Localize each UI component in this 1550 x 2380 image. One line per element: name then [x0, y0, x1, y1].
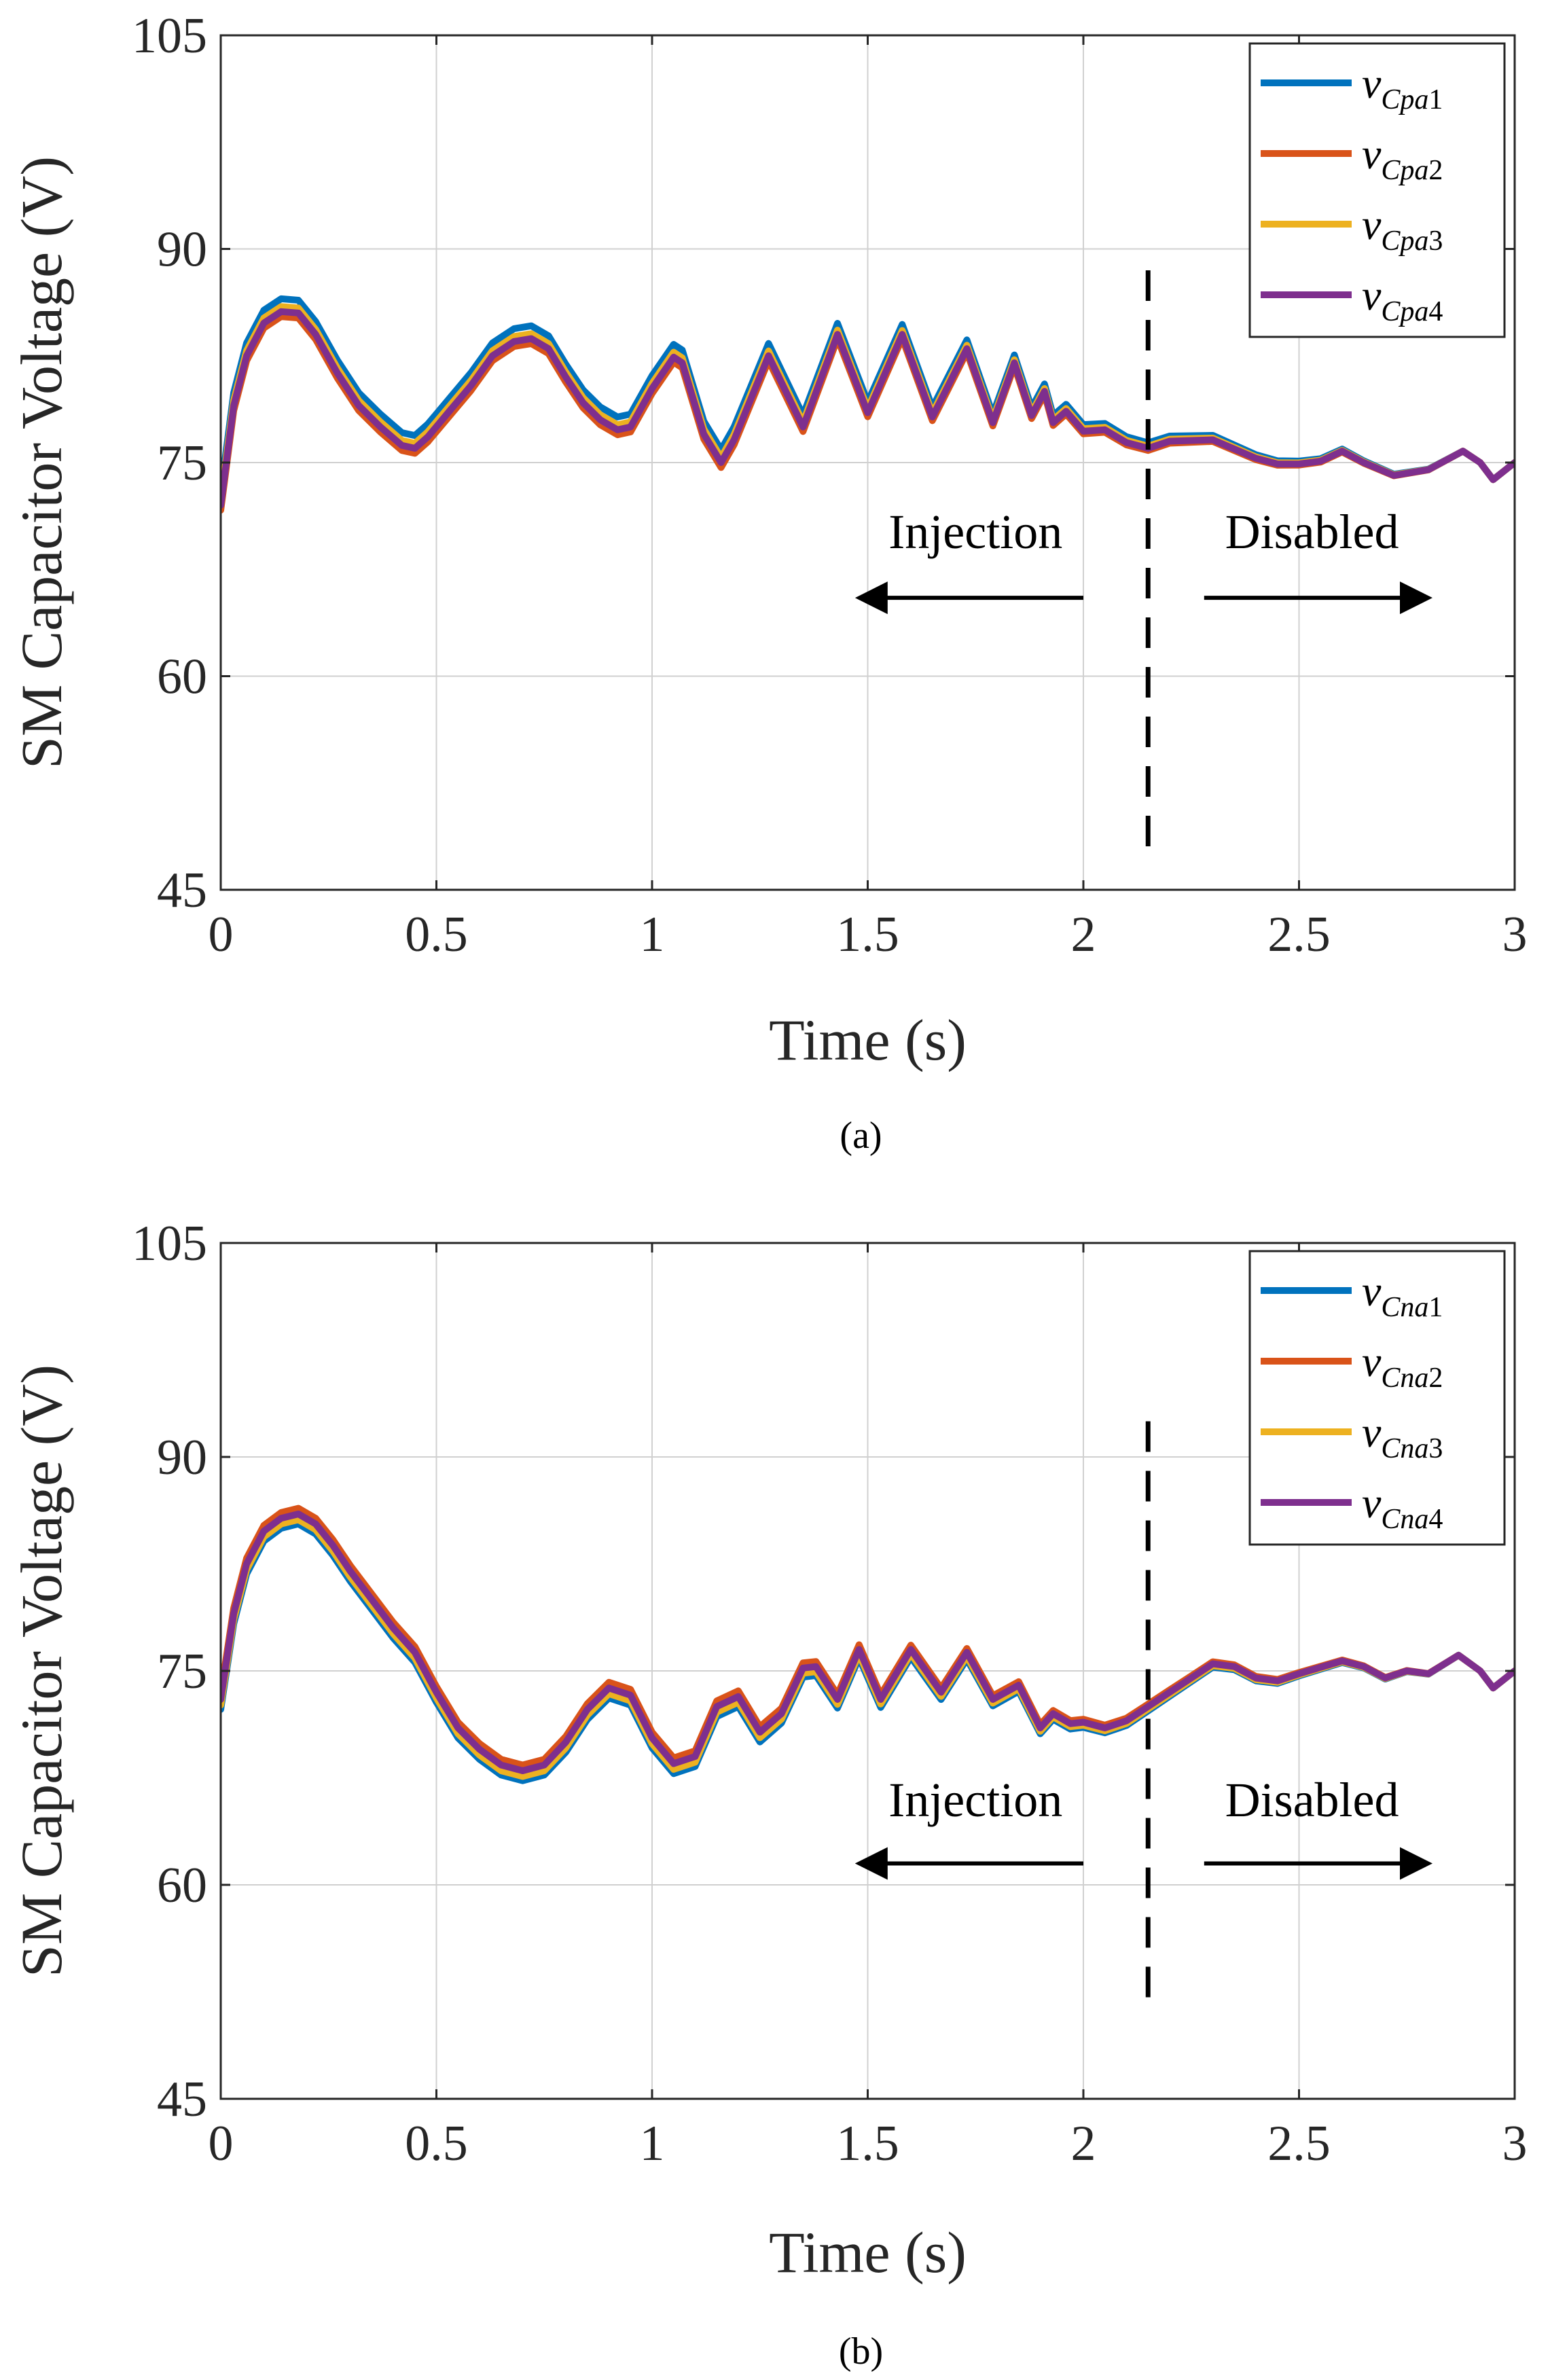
y-tick-label: 105 [132, 1216, 207, 1272]
legend-label-cpa3: vCpa3 [1362, 200, 1443, 257]
x-tick-label: 1.5 [836, 907, 899, 962]
chart-panel-b: Injection Disabled 0 0.5 1 1.5 2 2.5 3 45 60 75 90 10… [9, 1216, 1528, 2373]
annotation-label-injection: Injection [888, 1773, 1062, 1827]
x-tick-label: 1 [640, 2116, 665, 2171]
x-tick-label: 0 [209, 2116, 234, 2171]
x-tick-label: 3 [1502, 907, 1528, 962]
legend-label-cpa2: vCpa2 [1362, 130, 1443, 186]
y-tick-label: 60 [157, 649, 207, 705]
y-tick-label: 45 [157, 863, 207, 918]
legend-label-cna1: vCna1 [1362, 1267, 1443, 1323]
x-tick-label: 0.5 [405, 2116, 468, 2171]
legend-label-cna4: vCna4 [1362, 1479, 1443, 1535]
x-axis-label: Time (s) [769, 1007, 967, 1072]
plot-area [221, 295, 1515, 514]
legend-label-cna2: vCna2 [1362, 1337, 1443, 1394]
x-tick-label: 2.5 [1267, 2116, 1331, 2171]
y-axis-label: SM Capacitor Voltage (V) [9, 156, 74, 769]
series-line-cna4 [221, 1511, 1515, 1774]
y-tick-label: 90 [157, 1430, 207, 1485]
y-tick-label: 90 [157, 222, 207, 278]
y-tick-label: 45 [157, 2072, 207, 2127]
x-tick-label: 0.5 [405, 907, 468, 962]
x-tick-label: 1 [640, 907, 665, 962]
legend-label-cpa4: vCpa4 [1362, 271, 1443, 327]
y-axis-label: SM Capacitor Voltage (V) [9, 1365, 74, 1977]
x-tick-label: 2 [1071, 907, 1096, 962]
annotation-label-disabled: Disabled [1225, 505, 1399, 559]
legend-box [1248, 1250, 1506, 1546]
y-tick-label: 60 [157, 1858, 207, 1913]
chart-panel-a: Injection Disabled 0 0.5 1 1.5 2 2.5 3 45 60 75 90 10… [9, 8, 1528, 1157]
x-tick-label: 3 [1502, 2116, 1528, 2171]
annotation-label-disabled: Disabled [1225, 1773, 1399, 1827]
x-axis-label: Time (s) [769, 2220, 967, 2285]
panel-caption: (a) [840, 1115, 882, 1157]
plot-area [221, 1504, 1515, 1784]
panel-caption: (b) [839, 2330, 883, 2373]
y-tick-label: 75 [157, 435, 207, 491]
x-tick-label: 0 [209, 907, 234, 962]
y-tick-label: 105 [132, 8, 207, 64]
y-tick-label: 75 [157, 1644, 207, 1699]
legend-label-cpa1: vCpa1 [1362, 59, 1443, 115]
x-tick-label: 1.5 [836, 2116, 899, 2171]
annotation-label-injection: Injection [888, 505, 1062, 559]
series-line-cpa4 [221, 308, 1515, 509]
legend-box [1248, 42, 1506, 338]
x-tick-label: 2.5 [1267, 907, 1331, 962]
legend-label-cna3: vCna3 [1362, 1408, 1443, 1464]
x-tick-label: 2 [1071, 2116, 1096, 2171]
